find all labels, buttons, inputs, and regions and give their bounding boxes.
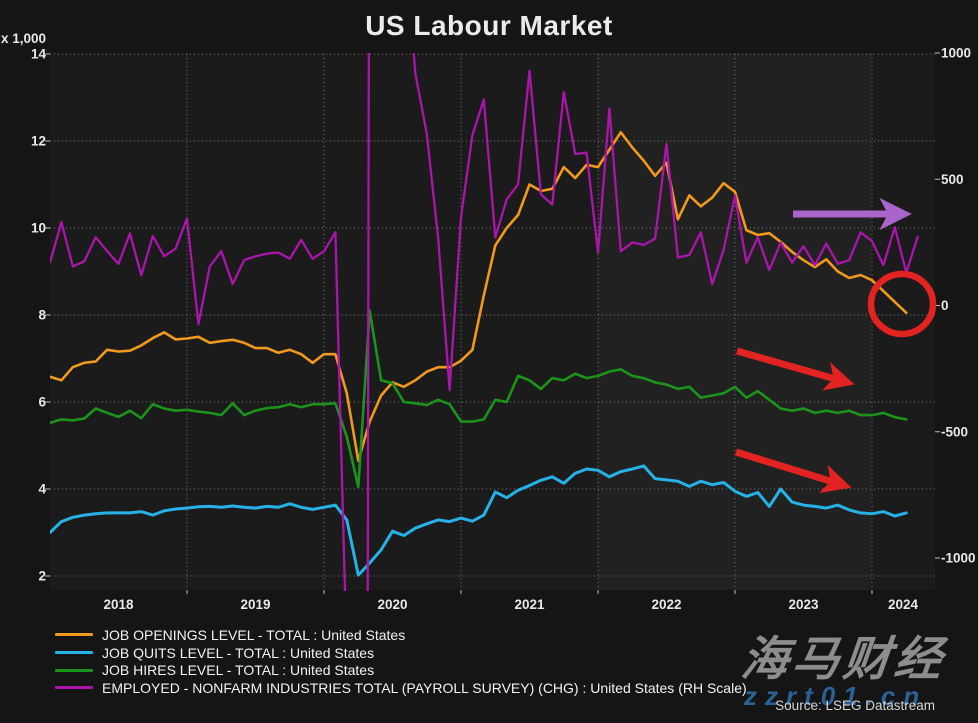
svg-text:4: 4 xyxy=(38,482,46,497)
svg-text:2022: 2022 xyxy=(651,597,681,612)
legend-item: EMPLOYED - NONFARM INDUSTRIES TOTAL (PAY… xyxy=(55,679,747,697)
legend-label: EMPLOYED - NONFARM INDUSTRIES TOTAL (PAY… xyxy=(102,679,747,696)
svg-text:8: 8 xyxy=(38,308,46,323)
watermark-brand: 海马财经 xyxy=(738,632,949,685)
legend-swatch-3 xyxy=(55,686,93,690)
series-job-openings-level-total xyxy=(50,131,908,462)
legend-swatch-2 xyxy=(55,668,93,672)
svg-text:2021: 2021 xyxy=(514,597,545,612)
legend-label: JOB OPENINGS LEVEL - TOTAL : United Stat… xyxy=(102,626,406,643)
svg-text:-500: -500 xyxy=(941,424,968,439)
legend-label: JOB QUITS LEVEL - TOTAL : United States xyxy=(102,644,375,661)
legend-swatch-1 xyxy=(55,651,93,655)
chart-title: US Labour Market xyxy=(365,10,613,41)
svg-text:500: 500 xyxy=(941,172,964,187)
svg-text:6: 6 xyxy=(38,395,46,410)
svg-text:14: 14 xyxy=(31,47,47,62)
svg-text:2024: 2024 xyxy=(888,597,919,612)
series-job-hires-level-total-un xyxy=(50,309,908,489)
left-axis-unit-label: x 1,000 xyxy=(1,31,46,46)
svg-text:2018: 2018 xyxy=(103,597,134,612)
legend-item: JOB OPENINGS LEVEL - TOTAL : United Stat… xyxy=(55,626,747,644)
svg-text:2: 2 xyxy=(38,569,46,584)
red-down-arrow-2 xyxy=(734,448,852,493)
gridlines xyxy=(50,53,935,590)
watermark-site: zzrt01.cn xyxy=(744,681,928,711)
svg-text:2019: 2019 xyxy=(240,597,270,612)
legend-swatch-0 xyxy=(55,633,93,637)
axis-ticks xyxy=(45,52,940,594)
source-note: Source: LSEG Datastream xyxy=(775,698,935,713)
svg-text:2023: 2023 xyxy=(788,597,819,612)
legend-label: JOB HIRES LEVEL - TOTAL : United States xyxy=(102,662,375,679)
svg-text:10: 10 xyxy=(31,221,46,236)
legend-item: JOB QUITS LEVEL - TOTAL : United States xyxy=(55,644,747,662)
legend-item: JOB HIRES LEVEL - TOTAL : United States xyxy=(55,661,747,679)
legend: JOB OPENINGS LEVEL - TOTAL : United Stat… xyxy=(55,626,747,697)
red-highlight-circle xyxy=(867,270,937,338)
svg-text:2020: 2020 xyxy=(377,597,407,612)
series-job-quits-level-total-un xyxy=(50,464,908,577)
svg-text:1000: 1000 xyxy=(941,46,971,61)
series-employed-nonfarm-industr xyxy=(50,53,919,591)
svg-text:12: 12 xyxy=(31,134,46,149)
svg-text:0: 0 xyxy=(941,298,949,313)
svg-text:-1000: -1000 xyxy=(941,551,976,566)
red-down-arrow-1 xyxy=(736,347,855,391)
